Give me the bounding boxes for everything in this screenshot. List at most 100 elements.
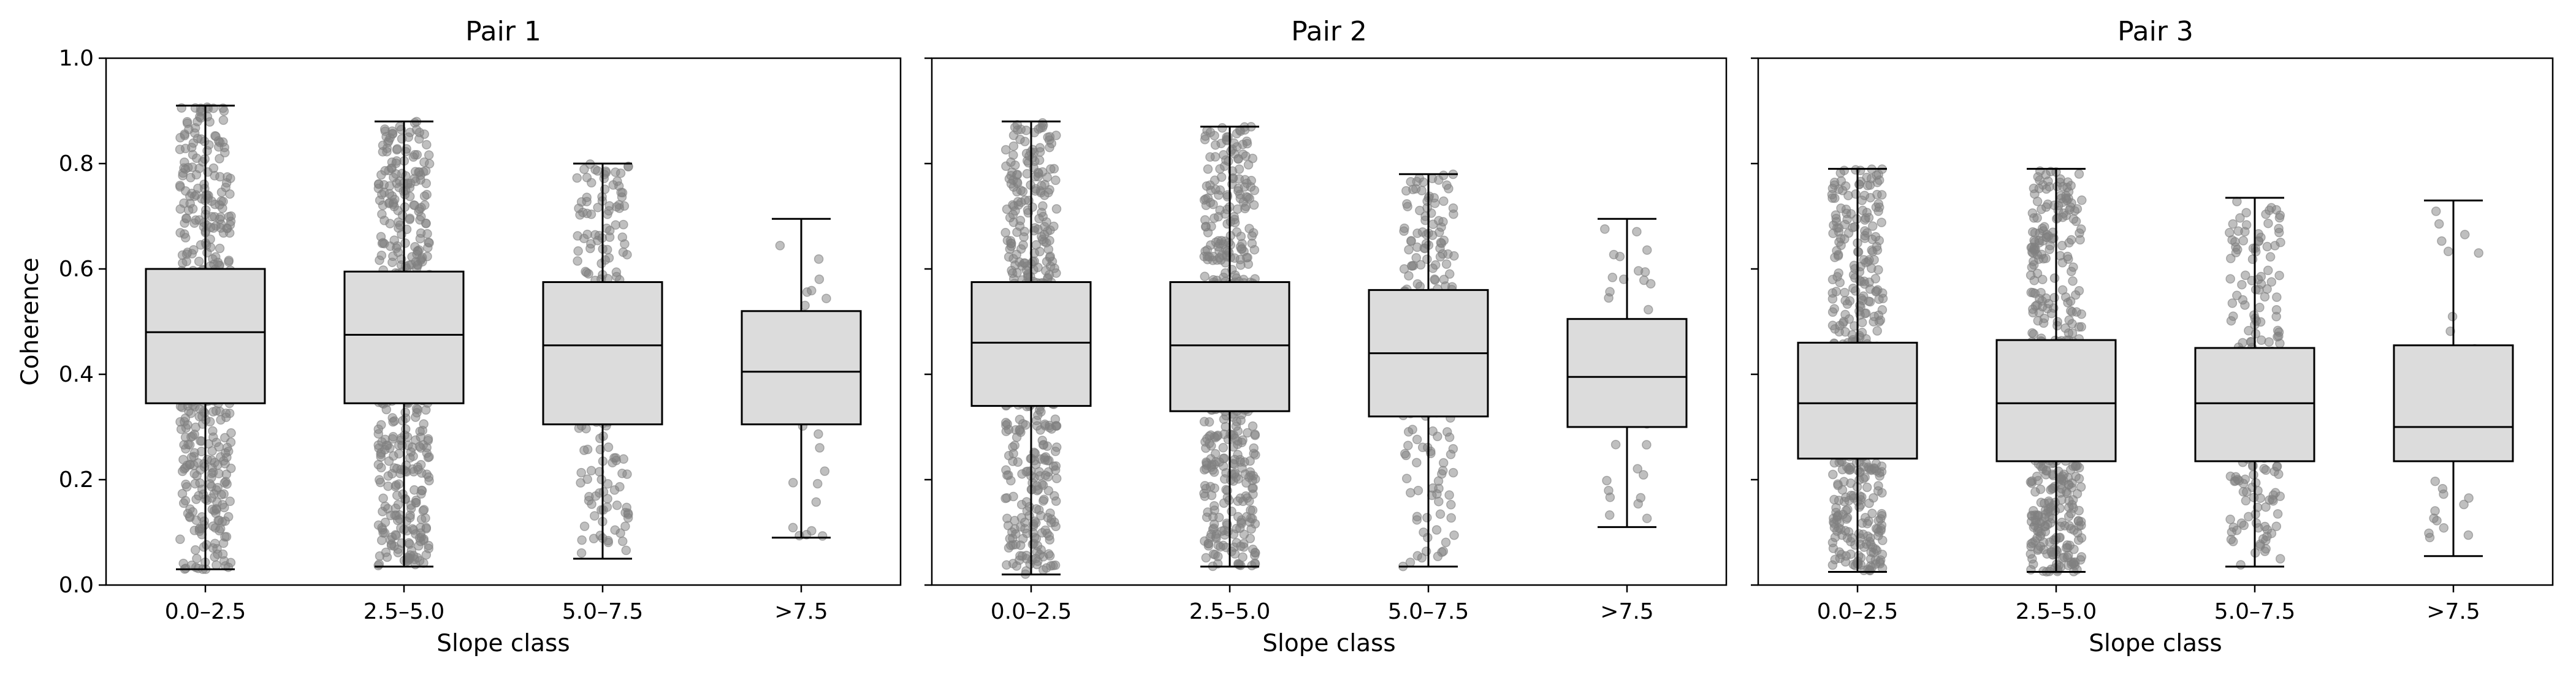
data-point (190, 545, 200, 555)
data-point (1401, 474, 1412, 483)
data-point (2275, 554, 2285, 564)
data-point (2040, 521, 2050, 532)
data-point (379, 216, 389, 225)
data-point (579, 233, 589, 243)
data-point (814, 254, 824, 264)
data-point (2439, 523, 2449, 533)
data-point (1012, 187, 1022, 197)
data-point (1010, 123, 1020, 132)
data-point (422, 189, 432, 200)
data-point (2246, 337, 2256, 347)
data-point (1218, 453, 1229, 464)
box-iqr (542, 281, 663, 426)
data-point (1248, 489, 1258, 499)
data-point (2250, 247, 2261, 257)
data-point (820, 466, 830, 476)
data-point (2439, 489, 2448, 499)
data-point (1856, 495, 1866, 505)
data-point (196, 240, 206, 250)
data-point (1877, 488, 1887, 498)
data-point (416, 459, 426, 470)
data-point (376, 251, 387, 260)
data-point (1008, 141, 1019, 151)
data-point (1835, 524, 1846, 534)
data-point (175, 145, 185, 154)
data-point (2227, 298, 2238, 308)
data-point (215, 243, 225, 254)
data-point (1008, 540, 1018, 550)
data-point (1227, 469, 1237, 479)
data-point (595, 488, 604, 498)
data-point (2226, 254, 2236, 263)
data-point (2241, 208, 2251, 217)
data-point (2068, 557, 2079, 568)
data-point (2226, 534, 2236, 545)
data-point (581, 266, 590, 277)
data-point (222, 479, 232, 489)
data-point (1840, 557, 1851, 567)
data-point (2474, 248, 2483, 258)
data-point (190, 478, 200, 489)
data-point (387, 532, 397, 542)
data-point (1449, 530, 1459, 540)
data-point (1049, 164, 1059, 174)
data-point (1870, 232, 1881, 242)
data-point (1439, 196, 1449, 206)
data-point (2266, 277, 2277, 287)
box-4 (2393, 199, 2514, 557)
y-tick-label: 0.6 (59, 257, 94, 282)
data-point (199, 542, 209, 552)
data-point (2076, 516, 2086, 527)
data-point (192, 553, 202, 564)
data-point (2057, 285, 2068, 295)
data-point (579, 164, 589, 175)
data-point (1877, 520, 1887, 530)
data-point (391, 169, 401, 179)
data-point (1051, 130, 1061, 140)
data-point (802, 287, 812, 297)
data-point (621, 545, 631, 556)
data-point (576, 467, 586, 478)
data-point (1861, 308, 1871, 318)
data-point (413, 246, 423, 256)
data-point (378, 493, 388, 504)
data-point (1200, 271, 1210, 282)
data-point (180, 218, 189, 228)
data-point (1045, 535, 1055, 545)
data-point (1642, 440, 1652, 450)
data-point (405, 510, 415, 520)
data-point (2263, 265, 2273, 276)
data-point (1867, 263, 1877, 273)
data-point (216, 415, 226, 425)
data-point (224, 255, 234, 265)
data-point (218, 549, 228, 559)
data-point (1204, 439, 1214, 448)
data-point (2271, 205, 2281, 215)
data-point (421, 218, 431, 229)
data-point (1829, 513, 1839, 523)
data-point (1858, 291, 1869, 301)
data-point (1602, 475, 1612, 486)
data-point (2258, 534, 2268, 544)
data-point (423, 243, 433, 252)
data-point (1032, 481, 1042, 491)
data-point (2261, 502, 2271, 512)
data-point (2432, 516, 2442, 526)
data-point (2026, 542, 2036, 551)
data-point (215, 407, 225, 417)
data-point (1012, 177, 1022, 187)
data-point (416, 514, 427, 524)
data-point (411, 412, 421, 422)
data-point (2028, 304, 2038, 314)
data-point (1875, 315, 1886, 325)
data-point (1238, 552, 1248, 562)
data-point (1605, 287, 1615, 297)
axes-frame (105, 57, 902, 586)
data-point (1401, 186, 1411, 196)
data-point (1051, 175, 1061, 186)
data-point (392, 178, 402, 188)
data-point (419, 534, 429, 544)
data-point (1874, 202, 1884, 213)
data-point (573, 246, 583, 256)
data-point (218, 538, 229, 548)
